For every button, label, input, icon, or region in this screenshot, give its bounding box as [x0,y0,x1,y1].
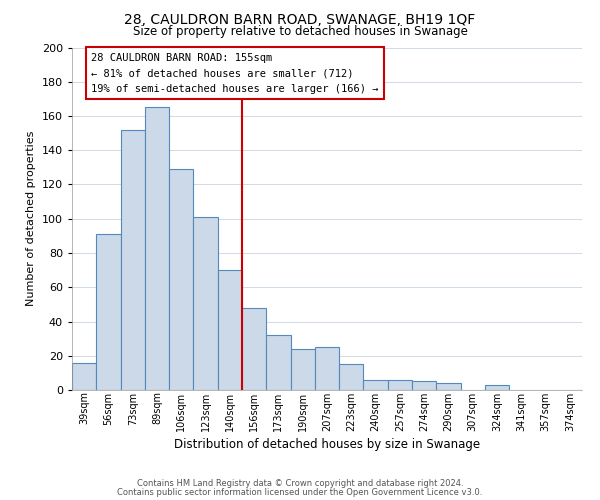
Bar [436,383,461,390]
Bar [339,364,364,390]
Bar [485,385,509,390]
Bar [121,130,145,390]
Bar [388,380,412,390]
Bar [242,308,266,390]
Y-axis label: Number of detached properties: Number of detached properties [26,131,36,306]
Bar [193,217,218,390]
Bar [412,382,436,390]
Bar [96,234,121,390]
X-axis label: Distribution of detached houses by size in Swanage: Distribution of detached houses by size … [174,438,480,451]
Text: Contains HM Land Registry data © Crown copyright and database right 2024.: Contains HM Land Registry data © Crown c… [137,479,463,488]
Bar [315,347,339,390]
Text: 28 CAULDRON BARN ROAD: 155sqm
← 81% of detached houses are smaller (712)
19% of : 28 CAULDRON BARN ROAD: 155sqm ← 81% of d… [91,52,379,94]
Bar [169,169,193,390]
Text: Contains public sector information licensed under the Open Government Licence v3: Contains public sector information licen… [118,488,482,497]
Bar [364,380,388,390]
Bar [266,335,290,390]
Text: 28, CAULDRON BARN ROAD, SWANAGE, BH19 1QF: 28, CAULDRON BARN ROAD, SWANAGE, BH19 1Q… [124,12,476,26]
Bar [290,349,315,390]
Text: Size of property relative to detached houses in Swanage: Size of property relative to detached ho… [133,25,467,38]
Bar [72,362,96,390]
Bar [145,108,169,390]
Bar [218,270,242,390]
